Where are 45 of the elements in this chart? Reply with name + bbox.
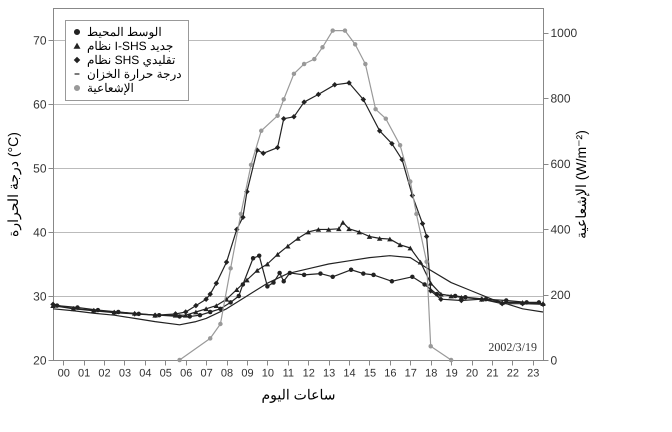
x-tick-label: 23 (527, 368, 540, 380)
x-tick-label: 06 (180, 368, 192, 380)
y-tick-label: 30 (33, 290, 47, 304)
annotation: 2002/3/19 (488, 340, 537, 354)
x-tick-label: 10 (262, 368, 274, 380)
y2-tick-label: 800 (550, 92, 571, 106)
x-tick-label: 16 (384, 368, 396, 380)
legend-label: الإشعاعية (87, 81, 134, 95)
legend-label: نظام I-SHS جديد (87, 39, 174, 53)
y-tick-label: 20 (33, 354, 47, 368)
legend-label: درجة حرارة الخزان (87, 67, 182, 81)
y2-tick-label: 600 (550, 157, 571, 172)
x-tick-label: 03 (118, 368, 132, 380)
y2-tick-label: 1000 (550, 26, 578, 40)
x-tick-label: 02 (98, 368, 111, 380)
y-tick-label: 70 (33, 34, 47, 48)
x-axis-title: ساعات اليوم (262, 386, 336, 404)
x-tick-label: 05 (160, 368, 172, 380)
x-tick-label: 09 (241, 368, 254, 380)
x-tick-label: 01 (78, 368, 90, 380)
x-tick-label: 04 (139, 368, 152, 380)
y-tick-label: 50 (33, 162, 47, 176)
x-tick-label: 15 (364, 368, 376, 380)
y-tick-label: 60 (33, 98, 47, 112)
x-tick-label: 00 (58, 368, 70, 380)
x-tick-label: 14 (343, 368, 356, 380)
legend-label: الوسط المحيط (87, 25, 162, 39)
y2-axis-title: الإشعاعية (W/m⁻²) (573, 130, 590, 239)
x-tick-label: 12 (302, 368, 315, 380)
y2-tick-label: 200 (550, 288, 571, 302)
y2-tick-label: 400 (550, 222, 571, 237)
x-tick-label: 22 (506, 368, 519, 380)
x-tick-label: 19 (446, 368, 458, 380)
x-tick-label: 08 (220, 368, 234, 380)
y-axis-title: درجة الحرارة (°C) (5, 132, 22, 237)
x-tick-label: 17 (404, 368, 417, 380)
y-tick-label: 40 (33, 226, 47, 240)
x-tick-label: 07 (200, 368, 213, 380)
x-tick-label: 18 (425, 368, 438, 380)
legend-label: نظام SHS تقليدي (87, 53, 176, 67)
x-tick-label: 11 (282, 368, 294, 380)
x-tick-label: 13 (323, 368, 336, 380)
y2-tick-label: 0 (550, 354, 558, 368)
x-tick-label: 21 (486, 368, 499, 380)
x-tick-label: 20 (466, 368, 478, 380)
